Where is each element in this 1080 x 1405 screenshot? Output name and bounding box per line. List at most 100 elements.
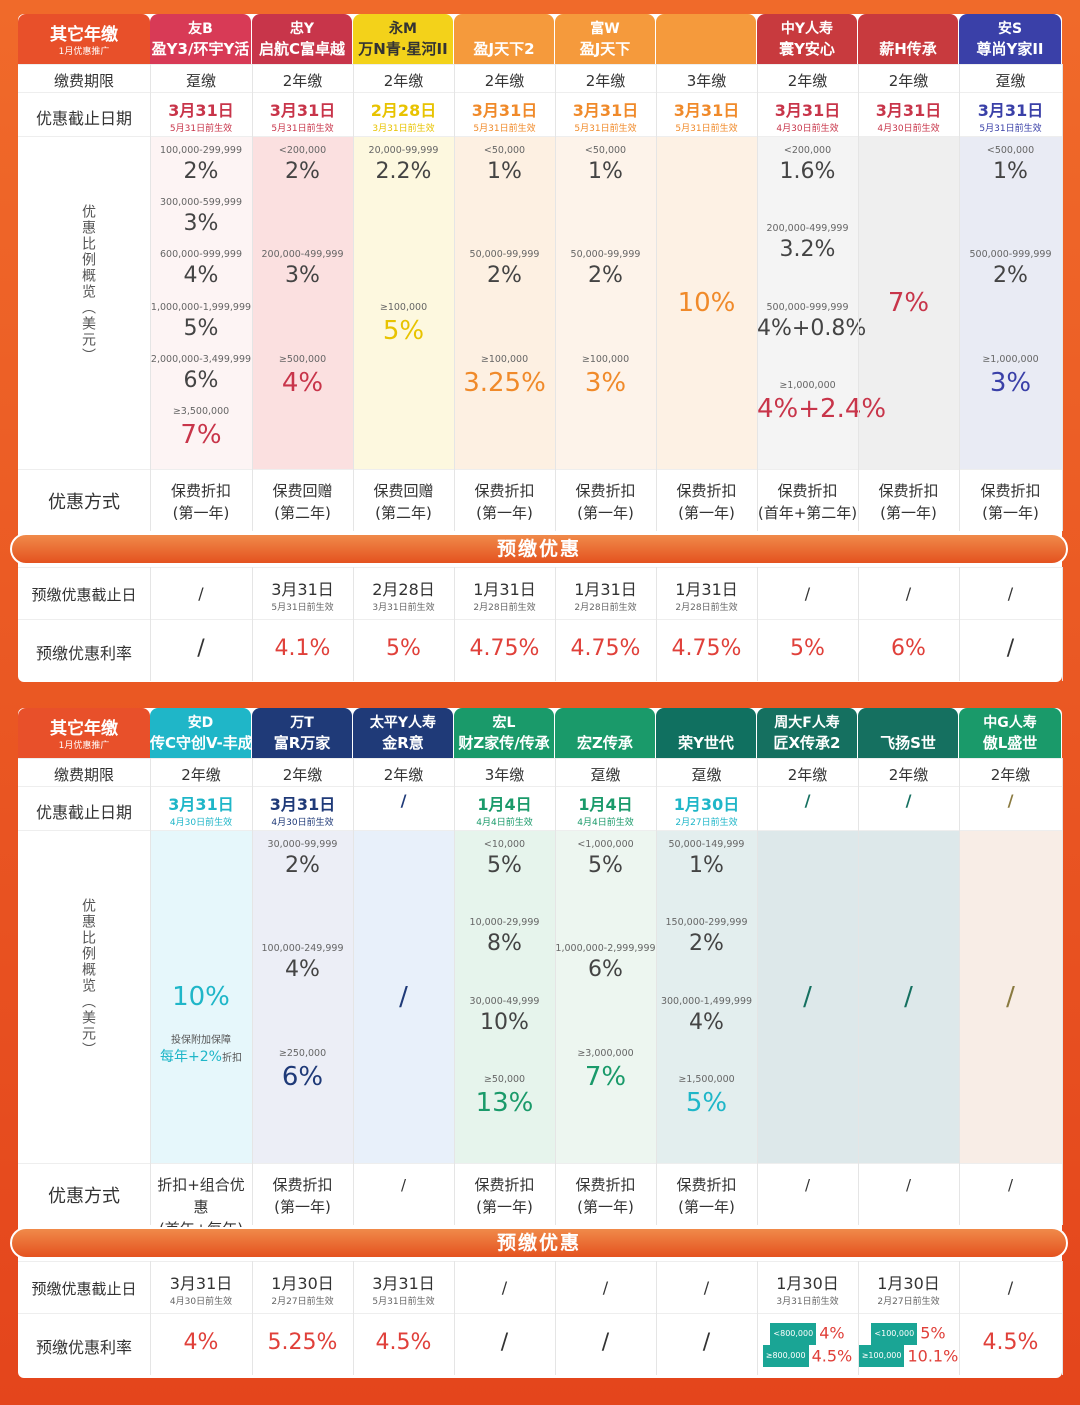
method-cell: / xyxy=(858,1174,959,1196)
corner-header: 其它年缴 1月优惠推广 xyxy=(18,14,150,64)
column-tint xyxy=(150,136,252,469)
prepay-deadline-date: / xyxy=(905,584,912,603)
divider xyxy=(454,567,455,681)
amount-range: ≥50,000 xyxy=(483,1073,526,1085)
amount-range: 300,000-1,499,999 xyxy=(660,995,753,1007)
prepay-deadline-date: / xyxy=(602,1278,609,1297)
prepay-rate-row: 预缴优惠利率 4% 5.25% 4.5% / //4.5% <800,000 4% ≥800,0… xyxy=(18,1313,1062,1376)
method-type: 保费折扣 xyxy=(777,482,838,500)
divider xyxy=(150,1261,151,1375)
company-header-6: 周大F人寿 匠X传承2 xyxy=(757,708,857,758)
prepay-deadline-cell: 1月30日 2月27日前生效 xyxy=(858,1270,959,1307)
company-header-3: 盈J天下2 xyxy=(454,14,554,64)
prepay-deadline-note: 2月28日前生效 xyxy=(675,603,738,613)
discount-rate: 3% xyxy=(584,367,627,398)
deadline-date: 3月31日 xyxy=(168,795,234,814)
tier-column: <10,000 5% 10,000-29,999 8% 30,000-49,999 10%… xyxy=(454,831,555,1164)
deadline-date: 1月4日 xyxy=(477,795,532,814)
deadline-cell: 3月31日 5月31日前生效 xyxy=(656,97,757,134)
tier-column: / xyxy=(959,831,1062,1164)
divider xyxy=(150,567,151,681)
payment-period: 趸缴 xyxy=(185,72,216,90)
prepay-deadline-date: / xyxy=(1007,584,1014,603)
payment-period: 趸缴 xyxy=(995,72,1026,90)
divider xyxy=(353,758,354,1225)
deadline-row: 优惠截止日期 3月31日 5月31日前生效 3月31日 5月31日前生效 2月28日 3月3… xyxy=(18,92,1062,137)
amount-range: 300,000-599,999 xyxy=(160,197,242,209)
company-header-0: 安D 传C守创V-丰成 xyxy=(150,708,251,758)
divider xyxy=(656,567,657,681)
payment-period: 2年缴 xyxy=(990,766,1031,784)
prepay-deadline-cell: / xyxy=(555,1270,656,1297)
payment-period: 2年缴 xyxy=(383,766,424,784)
divider xyxy=(252,567,253,681)
amount-badge: ≥800,000 xyxy=(762,1345,809,1367)
divider xyxy=(353,567,354,681)
divider xyxy=(656,64,657,531)
amount-range: ≥500,000 xyxy=(278,353,327,365)
divider xyxy=(1062,64,1063,531)
divider xyxy=(858,1261,859,1375)
company-name: 万T xyxy=(290,715,314,731)
divider xyxy=(353,1261,354,1375)
prepay-rate: 4.5% xyxy=(982,1330,1039,1355)
product-name: 启航C富卓越 xyxy=(258,40,345,58)
amount-range: 30,000-49,999 xyxy=(469,995,540,1007)
prepay-deadline-note: 2月27日前生效 xyxy=(271,1297,334,1307)
prepay-deadline-row: 预缴优惠截止日 3月31日 4月30日前生效 1月30日 2月27日前生效 3月31日 5月… xyxy=(18,1261,1062,1314)
column-tint xyxy=(858,136,959,469)
divider xyxy=(555,1261,556,1375)
amount-range: ≥1,000,000 xyxy=(982,353,1039,365)
company-name: 安D xyxy=(187,715,214,731)
prepay-rate-label: 预缴优惠利率 xyxy=(35,644,132,663)
discount-rate: 3.2% xyxy=(779,237,836,263)
amount-badge: <100,000 xyxy=(871,1322,918,1345)
deadline-note: 5月31日前生效 xyxy=(574,124,637,134)
prepay-deadline-cell: 2月28日 3月31日前生效 xyxy=(353,576,454,613)
method-cell: 保费折扣 (第一年) xyxy=(555,480,656,524)
tier-column: / xyxy=(757,831,858,1164)
extra-note-bonus: 每年+2% xyxy=(160,1049,222,1065)
discount-rate: 4%+0.8% xyxy=(757,315,867,341)
product-name: 傲L盛世 xyxy=(982,734,1038,752)
prepay-rate: / xyxy=(702,1330,711,1355)
extra-note-line2: 每年+2%折扣 xyxy=(150,1046,252,1066)
prepay-rate: 4% xyxy=(183,1330,219,1355)
deadline-cell: 3月31日 5月31日前生效 xyxy=(454,97,555,134)
tier-column: 10% xyxy=(656,137,757,470)
divider xyxy=(757,1261,758,1375)
payment-period: 2年缴 xyxy=(585,72,626,90)
method-term: (首年+第二年) xyxy=(757,504,858,522)
amount-range: 1,000,000-1,999,999 xyxy=(150,301,252,313)
prepay-deadline-cell: / xyxy=(150,576,252,603)
discount-rate: 4% xyxy=(281,367,324,398)
discount-rate: 3.25% xyxy=(463,367,546,398)
deadline-note: 5月31日前生效 xyxy=(169,124,233,134)
rate-tier-line: ≥800,000 4.5% xyxy=(757,1345,858,1367)
prepay-deadline-date: / xyxy=(198,584,204,603)
method-cell: 保费折扣 (第一年) xyxy=(454,480,555,524)
method-cell: 保费折扣 (第一年) xyxy=(555,1174,656,1218)
amount-range: <500,000 xyxy=(986,145,1035,156)
deadline-date: 3月31日 xyxy=(269,101,336,120)
prepay-deadline-date: / xyxy=(703,1278,710,1297)
period-row: 缴费期限 趸缴 2年缴 2年缴 2年缴 2年缴 3年缴 2年缴 2年缴 趸缴 xyxy=(18,64,1062,93)
discount-rate: 6% xyxy=(281,1061,324,1092)
payment-period: 2年缴 xyxy=(787,766,828,784)
deadline-note: 5月31日前生效 xyxy=(473,124,536,134)
divider xyxy=(252,64,253,531)
deadline-cell: 3月31日 5月31日前生效 xyxy=(252,97,353,134)
extra-note-suffix: 折扣 xyxy=(221,1053,242,1064)
payment-period: 3年缴 xyxy=(484,766,525,784)
deadline-date: 2月28日 xyxy=(370,101,437,120)
prepay-rate: 4.75% xyxy=(469,636,540,661)
method-cell: 保费回赠 (第二年) xyxy=(353,480,454,524)
amount-range: <50,000 xyxy=(483,145,526,156)
product-name: 盈J天下 xyxy=(579,40,631,58)
divider xyxy=(454,758,455,1225)
discount-rate: 2% xyxy=(993,263,1028,289)
divider xyxy=(555,758,556,1225)
discount-rate: 5% xyxy=(588,853,623,878)
prepay-rate: / xyxy=(500,1330,509,1355)
company-name: 中G人寿 xyxy=(983,715,1037,731)
